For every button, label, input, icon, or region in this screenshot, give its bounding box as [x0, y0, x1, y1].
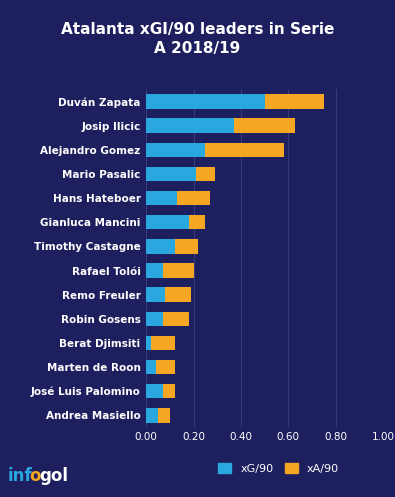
Bar	[146, 166, 196, 181]
Bar	[158, 408, 170, 422]
Bar	[196, 166, 215, 181]
Bar	[146, 360, 156, 374]
Legend: xG/90, xA/90: xG/90, xA/90	[218, 463, 339, 474]
Text: inf: inf	[8, 467, 32, 485]
Bar	[146, 118, 234, 133]
Bar	[234, 118, 295, 133]
Bar	[165, 287, 191, 302]
Bar	[205, 143, 284, 157]
Text: o: o	[30, 467, 41, 485]
Bar	[156, 360, 175, 374]
Bar	[146, 335, 151, 350]
Bar	[163, 312, 189, 326]
Bar	[189, 215, 205, 230]
Bar	[163, 263, 194, 278]
Bar	[146, 408, 158, 422]
Bar	[146, 312, 163, 326]
Bar	[151, 335, 175, 350]
Bar	[265, 94, 324, 109]
Bar	[146, 384, 163, 399]
Bar	[163, 384, 175, 399]
Bar	[146, 287, 165, 302]
Bar	[146, 143, 205, 157]
Bar	[146, 215, 189, 230]
Text: Atalanta xGI/90 leaders in Serie
A 2018/19: Atalanta xGI/90 leaders in Serie A 2018/…	[61, 22, 334, 56]
Text: gol: gol	[39, 467, 68, 485]
Bar	[146, 191, 177, 205]
Bar	[146, 263, 163, 278]
Bar	[177, 191, 210, 205]
Bar	[175, 239, 198, 253]
Bar	[146, 239, 175, 253]
Bar	[146, 94, 265, 109]
